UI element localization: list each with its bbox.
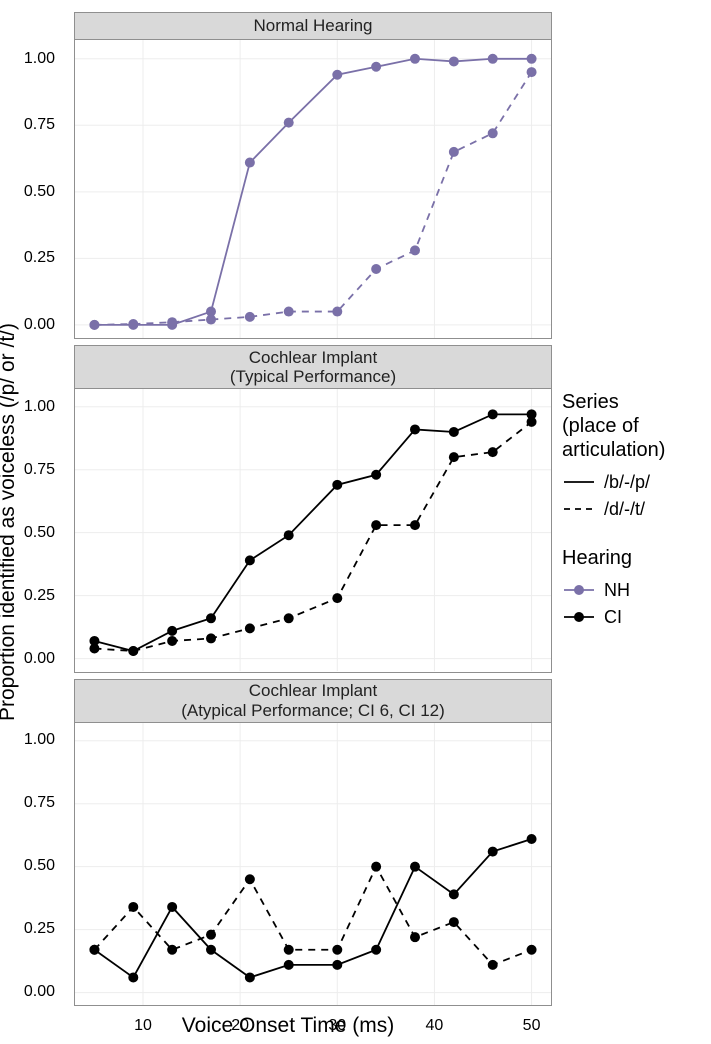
legend-item-label: CI — [604, 607, 622, 628]
strip-title: Cochlear Implant(Atypical Performance; C… — [74, 679, 552, 723]
legend: Series(place ofarticulation) /b/-/p/ /d/-… — [562, 0, 707, 1044]
x-axis-label: Voice Onset Time (ms) — [0, 1014, 556, 1038]
facet-panel: Cochlear Implant(Typical Performance)0.0… — [74, 345, 552, 672]
legend-series-block: Series(place ofarticulation) /b/-/p/ /d/-… — [562, 390, 701, 524]
y-tick-label: 0.25 — [24, 249, 55, 267]
legend-item-label: NH — [604, 580, 630, 601]
plot-area: 0.000.250.500.751.001020304050 — [74, 723, 552, 1006]
y-tick-label: 0.75 — [24, 461, 55, 479]
panel-stack: Normal Hearing0.000.250.500.751.00Cochle… — [74, 12, 552, 1012]
facet-panel: Normal Hearing0.000.250.500.751.00 — [74, 12, 552, 339]
facet-panel: Cochlear Implant(Atypical Performance; C… — [74, 679, 552, 1006]
strip-title: Cochlear Implant(Typical Performance) — [74, 345, 552, 389]
y-tick-label: 0.25 — [24, 587, 55, 605]
y-tick-label: 0.00 — [24, 983, 55, 1001]
y-tick-label: 0.25 — [24, 920, 55, 938]
y-tick-label: 1.00 — [24, 731, 55, 749]
y-tick-label: 0.50 — [24, 183, 55, 201]
legend-hearing-item: NH — [562, 578, 701, 602]
y-tick-label: 1.00 — [24, 50, 55, 68]
legend-hearing-item: CI — [562, 605, 701, 629]
series-bp — [89, 834, 536, 982]
legend-series-title: Series(place ofarticulation) — [562, 390, 701, 462]
y-tick-label: 0.75 — [24, 116, 55, 134]
series-dt — [89, 67, 536, 330]
y-tick-label: 0.50 — [24, 524, 55, 542]
y-tick-label: 1.00 — [24, 398, 55, 416]
legend-hearing-block: Hearing NH CI — [562, 546, 701, 632]
plot-area: 0.000.250.500.751.00 — [74, 389, 552, 672]
plot-area: 0.000.250.500.751.00 — [74, 40, 552, 339]
legend-item-label: /d/-/t/ — [604, 499, 645, 520]
legend-hearing-title: Hearing — [562, 546, 701, 570]
legend-series-item: /d/-/t/ — [562, 497, 701, 521]
y-axis-label: Proportion identified as voiceless (/p/ … — [0, 323, 20, 721]
series-dt — [89, 417, 536, 656]
y-tick-label: 0.50 — [24, 857, 55, 875]
legend-series-item: /b/-/p/ — [562, 470, 701, 494]
y-tick-label: 0.75 — [24, 794, 55, 812]
y-tick-label: 0.00 — [24, 316, 55, 334]
y-tick-label: 0.00 — [24, 650, 55, 668]
legend-item-label: /b/-/p/ — [604, 472, 650, 493]
strip-title: Normal Hearing — [74, 12, 552, 40]
figure: Proportion identified as voiceless (/p/ … — [0, 0, 711, 1044]
